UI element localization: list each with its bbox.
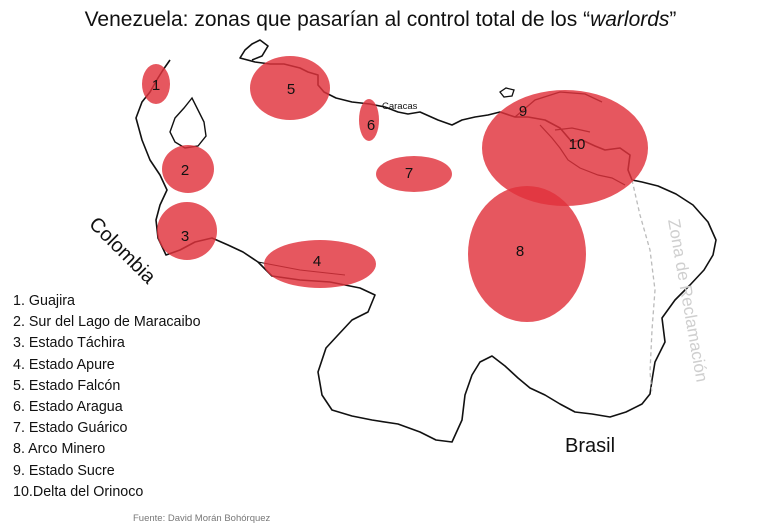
zone-1 <box>142 64 170 104</box>
zone-7 <box>376 156 452 192</box>
reclamacion-border <box>631 179 656 395</box>
legend-item: 8. Arco Minero <box>13 441 106 458</box>
conflict-zones: 1 2 3 4 5 6 7 8 10 9 <box>142 56 648 322</box>
zone-3-label: 3 <box>181 228 189 245</box>
title-suffix: ” <box>669 8 677 31</box>
legend-item: 5. Estado Falcón <box>13 377 121 394</box>
zones-legend: 1. Guajira 2. Sur del Lago de Maracaibo … <box>13 291 201 503</box>
zone-5 <box>250 56 330 120</box>
zona-reclamacion-label: Zona de Reclamación <box>664 217 711 383</box>
legend-item: 2. Sur del Lago de Maracaibo <box>13 314 201 331</box>
legend-item: 1. Guajira <box>13 293 75 309</box>
zone-2-label: 2 <box>181 162 189 179</box>
caracas-label: Caracas <box>382 101 418 112</box>
zone-4-label: 4 <box>313 253 321 270</box>
zone-2 <box>162 145 214 193</box>
zone-5-label: 5 <box>287 81 295 98</box>
zone-8 <box>468 186 586 322</box>
zone-9-label: 9 <box>519 103 527 120</box>
colombia-label: Colombia <box>84 213 160 289</box>
margarita-island <box>499 87 515 98</box>
zone-8-label: 8 <box>516 243 524 260</box>
title-italic: warlords <box>590 8 670 31</box>
legend-item: 3. Estado Táchira <box>13 335 125 352</box>
title-prefix: Venezuela: zonas que pasarían al control… <box>84 8 591 31</box>
zone-3 <box>157 202 217 260</box>
legend-item: 7. Estado Guárico <box>13 420 128 437</box>
zone-1-label: 1 <box>152 77 160 94</box>
zone-10 <box>482 90 648 206</box>
source-credit: Fuente: David Morán Bohórquez <box>133 513 271 524</box>
legend-item: 4. Estado Apure <box>13 356 115 373</box>
map-title: Venezuela: zonas que pasarían al control… <box>0 8 761 32</box>
legend-item: 9. Estado Sucre <box>13 462 115 479</box>
zone-4 <box>264 240 376 288</box>
zone-10-label: 10 <box>569 136 586 153</box>
legend-item: 6. Estado Aragua <box>13 399 123 416</box>
lake-maracaibo <box>169 96 207 149</box>
venezuela-border <box>135 39 717 443</box>
brasil-label: Brasil <box>565 435 615 457</box>
legend-item: 10.Delta del Orinoco <box>13 483 144 500</box>
zone-6-label: 6 <box>367 117 375 134</box>
zone-6 <box>359 99 379 141</box>
zone-7-label: 7 <box>405 165 413 182</box>
